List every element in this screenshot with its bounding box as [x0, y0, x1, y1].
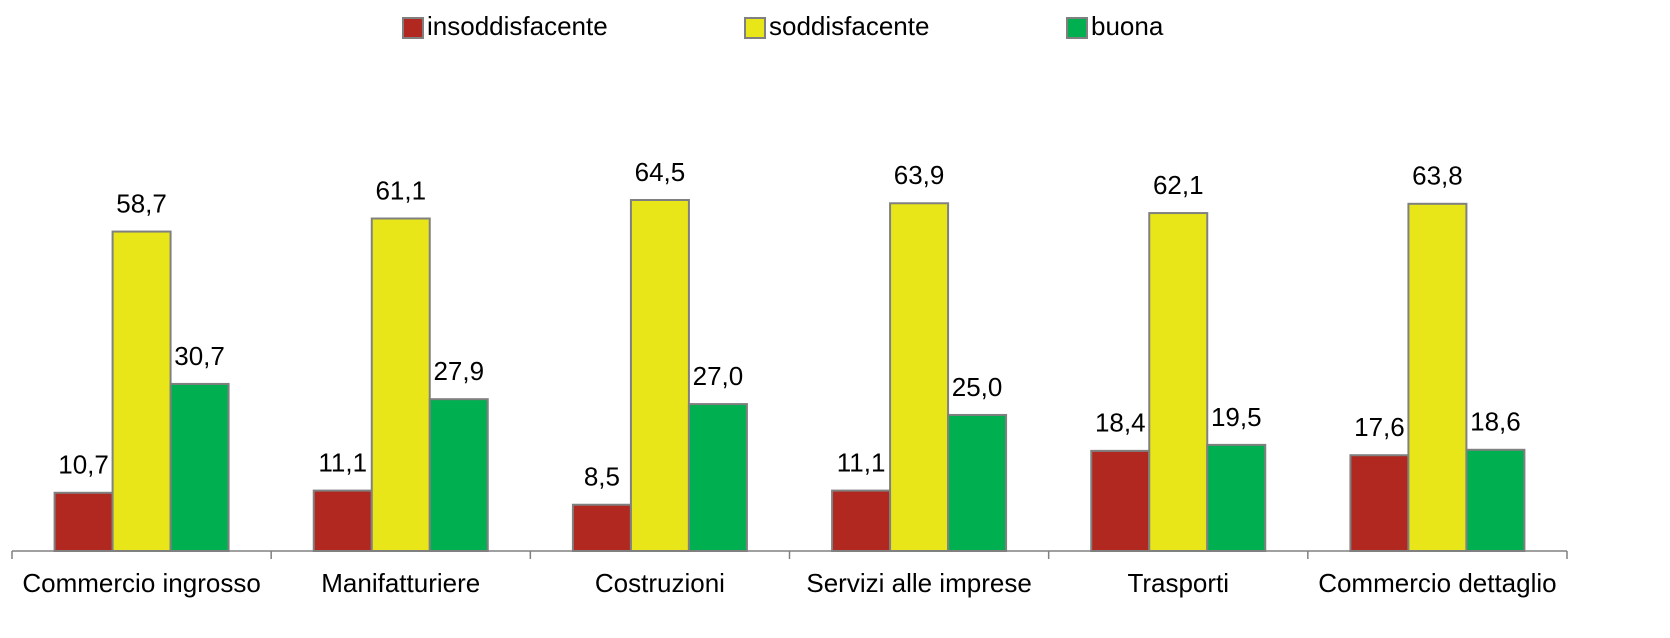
- bar: [947, 413, 1008, 552]
- bar: [312, 489, 373, 552]
- legend-swatch: [744, 17, 766, 39]
- legend-swatch: [402, 17, 424, 39]
- data-label: 63,8: [1412, 161, 1463, 191]
- data-label: 30,7: [174, 341, 225, 371]
- data-label: 18,4: [1095, 408, 1146, 438]
- x-tick-label: Commercio ingrosso: [22, 568, 260, 598]
- legend-label: soddisfacente: [769, 11, 929, 41]
- data-label: 58,7: [116, 188, 167, 218]
- data-label: 27,9: [433, 356, 484, 386]
- x-tick-label: Commercio dettaglio: [1318, 568, 1556, 598]
- x-tick-label: Costruzioni: [595, 568, 725, 598]
- bar: [889, 202, 950, 553]
- bar: [53, 491, 114, 552]
- data-label: 27,0: [693, 361, 744, 391]
- bar: [1349, 454, 1410, 553]
- data-label: 25,0: [952, 372, 1003, 402]
- bar: [1407, 202, 1468, 552]
- bar: [687, 403, 748, 552]
- x-tick-label: Manifatturiere: [321, 568, 480, 598]
- bar: [1090, 449, 1151, 553]
- legend-swatch: [1066, 17, 1088, 39]
- data-label: 8,5: [584, 462, 620, 492]
- legend-label: insoddisfacente: [427, 11, 608, 41]
- data-label: 10,7: [58, 450, 109, 480]
- x-tick-label: Trasporti: [1127, 568, 1229, 598]
- data-label: 11,1: [837, 447, 886, 477]
- bar: [1206, 443, 1267, 553]
- bar: [629, 199, 690, 552]
- data-label: 64,5: [635, 157, 686, 187]
- bar: [1465, 448, 1526, 553]
- data-label: 62,1: [1153, 170, 1204, 200]
- bar: [169, 382, 230, 552]
- x-tick-label: Servizi alle imprese: [806, 568, 1031, 598]
- bar: [428, 398, 489, 552]
- data-label: 61,1: [375, 175, 426, 205]
- legend-label: buona: [1091, 11, 1164, 41]
- data-label: 63,9: [894, 160, 945, 190]
- data-label: 18,6: [1470, 407, 1521, 437]
- data-label: 17,6: [1354, 412, 1405, 442]
- bar: [831, 489, 892, 552]
- bar: [370, 217, 431, 552]
- bar: [111, 230, 172, 552]
- data-label: 11,1: [318, 447, 367, 477]
- data-label: 19,5: [1211, 402, 1262, 432]
- bar: [1148, 212, 1209, 553]
- bar: [571, 503, 632, 552]
